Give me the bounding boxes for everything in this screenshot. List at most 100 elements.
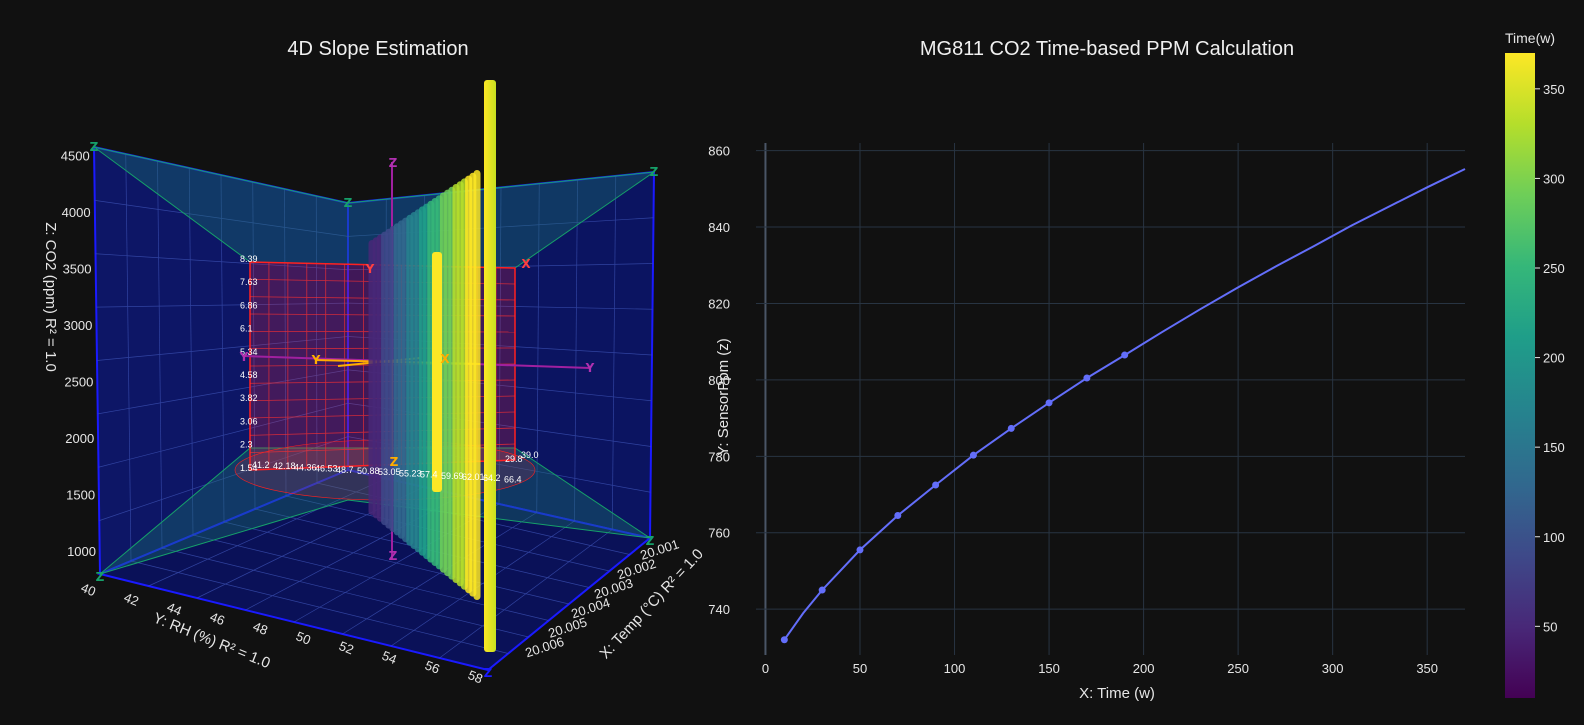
x-tick-label: 350 — [1416, 661, 1438, 676]
y-tick-label: 840 — [708, 220, 730, 235]
data-point — [1045, 399, 1053, 407]
tall-bar-mid — [432, 252, 442, 492]
plane-bottom-label: 44.36 — [294, 462, 317, 472]
scene-3d-title: 4D Slope Estimation — [287, 38, 468, 60]
data-point — [969, 451, 977, 459]
plane-bottom-label: 41.2 — [252, 460, 270, 470]
plane-left-label: 3.82 — [240, 393, 258, 403]
green-marker-1: Z — [90, 140, 99, 154]
red-marker-y: Y — [365, 262, 375, 276]
wall-grid-line — [536, 183, 540, 513]
y-tick-label: 740 — [708, 602, 730, 617]
orange-marker-y: Y — [311, 353, 321, 367]
plane-bottom-label: 66.4 — [504, 474, 522, 484]
line-chart-ticks: 0 50 100 150 200 250 300 350 740 760 780 800 820 840 8… — [708, 144, 1438, 676]
wall-grid-line — [252, 181, 256, 510]
y-tick-label: 50 — [294, 628, 313, 647]
floor-grid-line — [439, 529, 613, 659]
plane-left-label: 7.63 — [240, 277, 258, 287]
y-tick-label: 58 — [466, 667, 485, 686]
z-tick-label: 4000 — [62, 205, 91, 220]
colorbar-tick-label: 250 — [1543, 261, 1565, 276]
x-tick-label: 50 — [853, 661, 867, 676]
sensor-ppm-markers — [780, 351, 1129, 644]
y-tick-label: 52 — [337, 638, 356, 657]
z-tick-label: 3000 — [63, 318, 92, 333]
y-tick-label: 46 — [208, 609, 227, 628]
red-marker-x: X — [521, 257, 531, 271]
data-point — [1083, 374, 1091, 382]
colorbar-tick-label: 50 — [1543, 619, 1557, 634]
green-marker-3: Z — [650, 165, 659, 179]
wall-grid-line — [97, 369, 349, 415]
z-tick-label: 3500 — [63, 262, 92, 277]
plane-bottom-label: 53.05 — [378, 467, 401, 477]
y-tick-label: 48 — [251, 619, 270, 638]
purple-marker-bottom: Z — [389, 549, 398, 563]
z-tick-label: 4500 — [61, 149, 90, 164]
plane-bottom-label: 55.23 — [399, 468, 422, 478]
colorbar-gradient — [1505, 53, 1535, 698]
x-tick-label: 250 — [1227, 661, 1249, 676]
ticks-3d: 1000 1500 2000 2500 3000 3500 4000 4500 40 42 44 46… — [61, 149, 681, 687]
plane-left-label: 4.58 — [240, 370, 258, 380]
plane-bottom-label: 46.53 — [315, 464, 338, 474]
data-point — [894, 512, 902, 520]
colorbar-tick-label: 300 — [1543, 171, 1565, 186]
purple-marker-top: Z — [389, 156, 398, 170]
plane-left-label: 6.1 — [240, 324, 253, 334]
y-tick-label: 42 — [122, 590, 141, 609]
purple-marker-left: Y — [239, 350, 249, 364]
green-marker-6: Z — [484, 666, 493, 680]
colorbar-ticks: 50 100 150 200 250 300 350 — [1535, 82, 1565, 634]
orange-marker-x: X — [440, 352, 450, 366]
x-tick-label: 100 — [944, 661, 966, 676]
plane-bottom-label: 48.7 — [336, 465, 354, 475]
z-axis-title: Z: CO2 (ppm) R² = 1.0 — [42, 222, 59, 372]
wall-grid-line — [611, 175, 617, 530]
green-marker-5: Z — [646, 534, 655, 548]
y-tick-label: 56 — [423, 657, 442, 676]
wall-grid-line — [315, 195, 318, 484]
x-tick-label: 300 — [1322, 661, 1344, 676]
x-tick-label: 0 — [762, 661, 769, 676]
wall-grid-line — [220, 174, 225, 523]
x-tick-label: 20.006 — [523, 634, 565, 661]
orange-marker-z: Z — [390, 455, 399, 469]
plane-bottom-label: 57.4 — [420, 470, 438, 480]
spiral-points — [368, 170, 481, 600]
plane-bottom-label: 50.88 — [357, 466, 380, 476]
line-chart-title: MG811 CO2 Time-based PPM Calculation — [920, 38, 1294, 60]
y-tick-label: 800 — [708, 373, 730, 388]
colorbar: Time(w) 50 100 150 200 250 300 350 — [1505, 30, 1565, 698]
wall-grid-line — [284, 188, 287, 497]
y-tick-label: 40 — [79, 580, 98, 599]
plane-left-label: 1.54 — [240, 463, 258, 473]
plane-left-label: 6.86 — [240, 300, 258, 310]
data-point — [1121, 351, 1129, 359]
colorbar-title: Time(w) — [1505, 30, 1555, 46]
plane-left-label: 3.06 — [240, 416, 258, 426]
tall-bar-near — [484, 80, 496, 652]
scene-3d[interactable]: 4D Slope Estimation 8.39 7.63 6.86 6.1 5.34 4… — [42, 38, 707, 687]
line-x-axis-title: X: Time (w) — [1079, 685, 1155, 702]
purple-marker-right: Y — [585, 361, 595, 375]
wall-grid-line — [574, 179, 578, 522]
plane-bottom-label: 59.69 — [441, 471, 464, 481]
plane-right-label: 29.8 — [505, 454, 523, 464]
colorbar-tick-label: 150 — [1543, 440, 1565, 455]
z-tick-label: 1500 — [66, 488, 95, 503]
data-point — [932, 481, 940, 489]
x-tick-label: 150 — [1038, 661, 1060, 676]
tall-bars — [432, 80, 496, 652]
data-point — [856, 546, 864, 554]
plane-bottom-label: 64.2 — [483, 473, 501, 483]
y-tick-label: 44 — [165, 599, 184, 618]
colorbar-tick-label: 200 — [1543, 351, 1565, 366]
floor-grid-line — [390, 520, 575, 647]
y-tick-label: 820 — [708, 296, 730, 311]
line-chart[interactable]: MG811 CO2 Time-based PPM Calculation 0 50… — [708, 38, 1466, 702]
data-point — [818, 586, 826, 594]
green-marker-2: Z — [344, 196, 353, 210]
z-tick-label: 1000 — [67, 544, 96, 559]
